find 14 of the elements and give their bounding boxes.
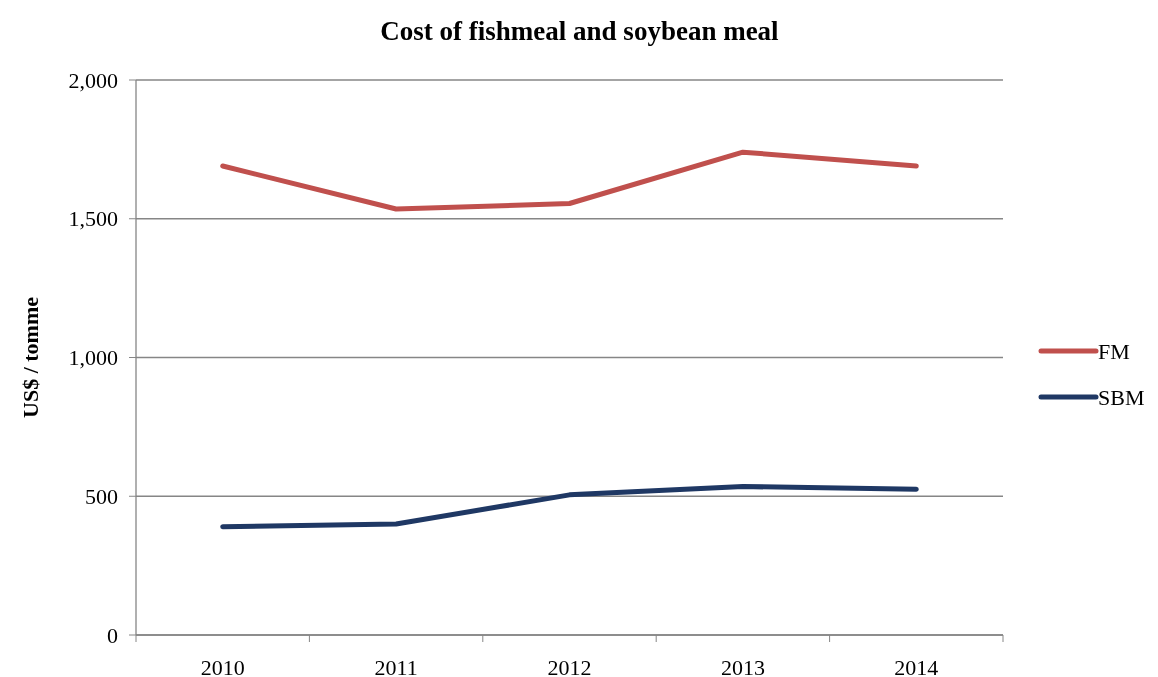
legend-label: SBM — [1098, 384, 1145, 410]
chart-title: Cost of fishmeal and soybean meal — [380, 16, 780, 46]
x-tick-label: 2010 — [200, 655, 245, 677]
y-tick-label: 1,500 — [68, 206, 118, 232]
x-tick-label: 2011 — [374, 655, 418, 677]
y-tick-label: 2,000 — [68, 67, 118, 93]
x-tick-label: 2014 — [894, 655, 939, 677]
y-tick-label: 1,000 — [68, 345, 118, 371]
legend-label: FM — [1098, 338, 1130, 364]
y-tick-label: 0 — [107, 622, 118, 648]
y-axis-title: US$ / tomme — [18, 296, 43, 418]
x-tick-label: 2013 — [720, 655, 765, 677]
y-tick-label: 500 — [85, 483, 118, 509]
x-tick-label: 2012 — [547, 655, 592, 677]
